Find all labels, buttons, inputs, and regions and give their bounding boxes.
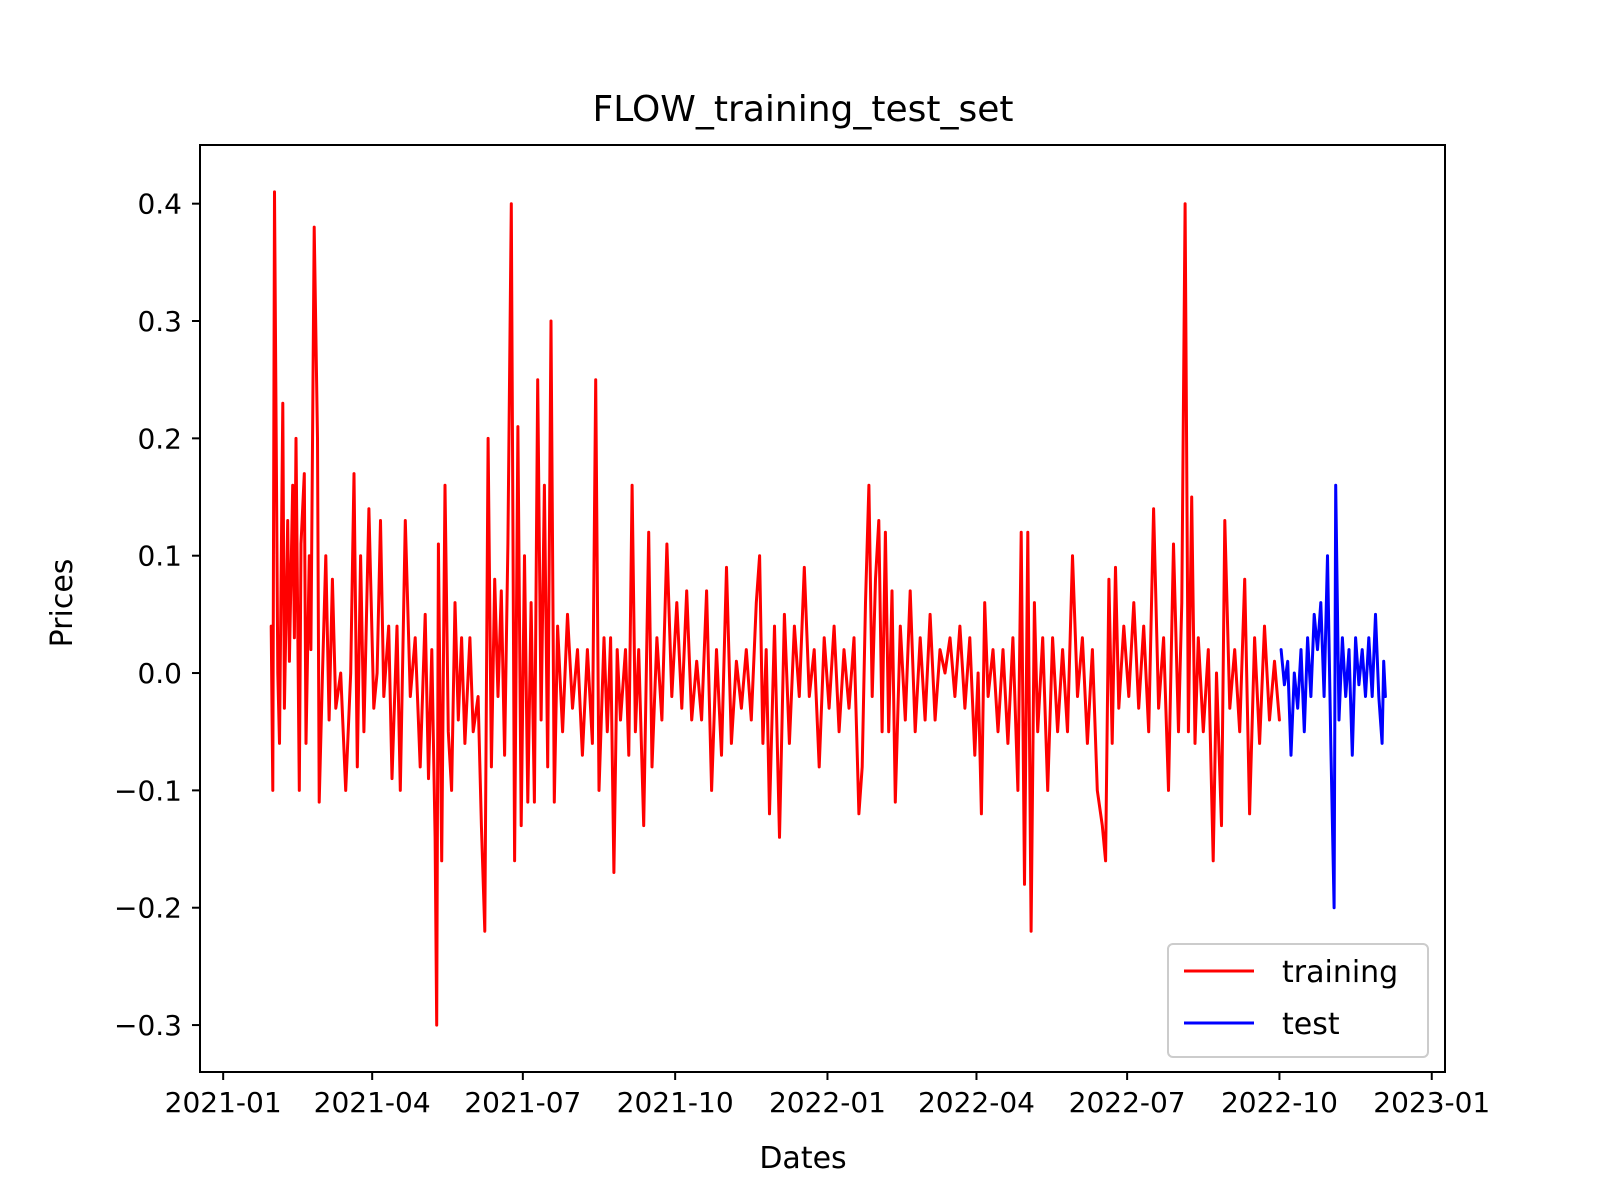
- chart-title: FLOW_training_test_set: [592, 89, 1013, 130]
- x-tick-label: 2022-10: [1221, 1086, 1338, 1119]
- x-tick-label: 2021-07: [464, 1086, 581, 1119]
- x-tick-label: 2021-04: [314, 1086, 431, 1119]
- y-tick-label: −0.3: [114, 1009, 182, 1042]
- x-tick-label: 2022-01: [769, 1086, 886, 1119]
- x-tick-label: 2022-04: [918, 1086, 1035, 1119]
- y-tick-label: 0.4: [137, 188, 182, 221]
- x-tick-label: 2021-10: [617, 1086, 734, 1119]
- plot-frame: [199, 144, 1446, 1073]
- x-tick-label: 2022-07: [1069, 1086, 1186, 1119]
- y-tick-label: −0.1: [114, 774, 182, 807]
- y-axis-label: Prices: [45, 559, 80, 648]
- x-axis: 2021-01 2021-04 2021-07 2021-10 2022-01 2022-…: [165, 1072, 1490, 1119]
- y-tick-label: −0.2: [114, 892, 182, 925]
- plot-area: [269, 190, 1387, 1027]
- series-line-training: [269, 190, 1281, 1027]
- y-axis: 0.4 0.3 0.2 0.1 0.0 −0.1 −0.2 −0.3: [114, 188, 200, 1042]
- x-tick-label: 2021-01: [165, 1086, 282, 1119]
- legend: training test: [1167, 943, 1429, 1058]
- y-tick-label: 0.1: [137, 540, 182, 573]
- x-tick-label: 2023-01: [1373, 1086, 1490, 1119]
- y-tick-label: 0.2: [137, 422, 182, 455]
- y-tick-label: 0.3: [137, 305, 182, 338]
- legend-label-training: training: [1282, 955, 1398, 990]
- series-line-test: [1279, 483, 1387, 910]
- legend-label-test: test: [1282, 1007, 1340, 1042]
- x-axis-label: Dates: [759, 1141, 846, 1176]
- y-tick-label: 0.0: [137, 657, 182, 690]
